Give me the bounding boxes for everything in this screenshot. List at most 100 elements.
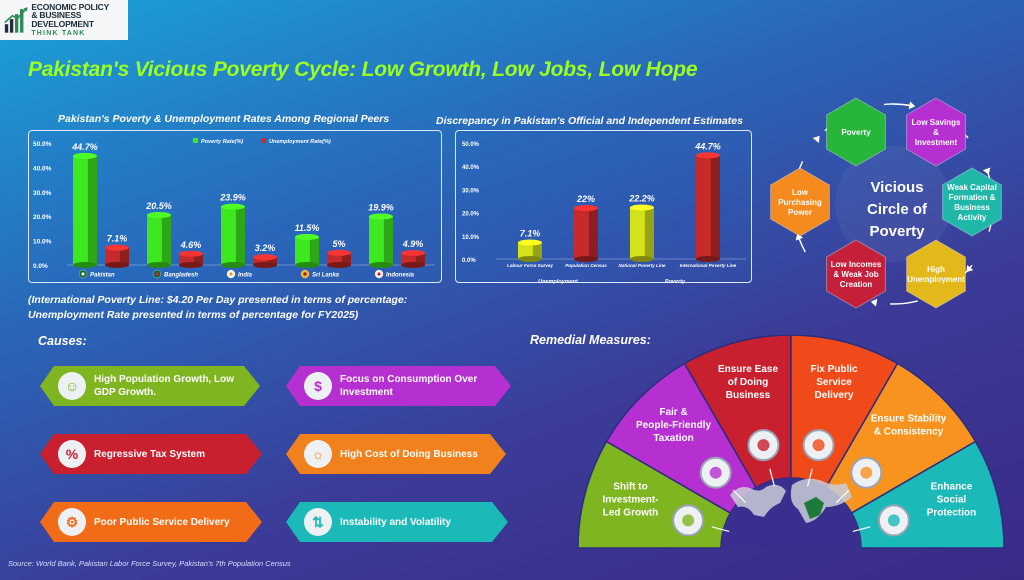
shield-icon-glyph <box>887 514 900 527</box>
chart2-bar-top <box>696 152 720 159</box>
remedy-label: Fair & <box>659 407 687 418</box>
chart2-bar-base <box>574 256 598 262</box>
tax-icon: % <box>58 440 86 468</box>
business-icon-glyph <box>757 439 770 452</box>
cycle-node-label: & <box>933 128 939 137</box>
flag-icon-center <box>155 272 159 276</box>
remedy-arrow <box>711 526 730 533</box>
cycle-node-label: & Weak Job <box>833 270 878 279</box>
chart2-bar-base <box>518 256 542 262</box>
poverty-unemployment-chart: 0.0% 10.0% 20.0% 30.0% 40.0% 50.0% Poverty Rat… <box>33 138 435 279</box>
chart1-bar-poverty-top <box>369 213 393 220</box>
remedy-label: Protection <box>927 507 976 518</box>
cycle-node-label: Activity <box>958 213 987 222</box>
remedy-label: Enhance <box>931 481 973 492</box>
chart1-label-poverty: 20.5% <box>145 201 172 211</box>
cycle-node-hexagon <box>826 97 886 167</box>
chart1-bar-poverty-base <box>147 262 171 268</box>
chart2-bar <box>518 239 542 262</box>
cause-label-line: Regressive Tax System <box>94 448 205 460</box>
cycle-node-hexagon <box>906 97 966 167</box>
chart2-group-label: Unemployment <box>538 279 579 284</box>
chart2-ytick: 10.0% <box>462 235 480 241</box>
note-line-2: Unemployment Rate presented in terms of … <box>28 309 359 321</box>
chart2-bar <box>630 204 654 262</box>
official-vs-independent-chart: 0.0% 10.0% 20.0% 30.0% 40.0% 50.0% 7.1% Labour … <box>462 141 746 285</box>
chart1-bar-poverty-shade <box>383 216 393 265</box>
chart1-bar-unemployment-base <box>179 262 203 268</box>
remedy-arrow <box>769 468 776 487</box>
stability-icon-glyph <box>860 466 873 479</box>
cause-banner: ⚙ Poor Public Service Delivery <box>40 502 262 542</box>
remedies-arc-diagram: Shift to Investment- Led Growth Fair & Peopl… <box>577 335 1005 549</box>
chart2-bar-shade <box>532 242 542 259</box>
chart2-title: Discrepancy in Pakistan's Official and I… <box>436 115 743 127</box>
chart1-ytick: 20.0% <box>33 214 52 221</box>
chart1-bar-poverty <box>73 152 97 268</box>
cause-label-line: High Population Growth, Low <box>94 374 234 385</box>
cause-banner: $ Focus on Consumption Over Investment <box>286 366 511 406</box>
cause-label: Instability and Volatility <box>340 516 451 529</box>
cause-label: Focus on Consumption Over Investment <box>340 373 477 399</box>
chart1-bar-poverty <box>221 203 245 268</box>
cycle-node-label: Business <box>954 203 990 212</box>
volatility-icon: ⇅ <box>304 508 332 536</box>
chart1-bar-unemployment-top <box>105 244 129 251</box>
chart1-bar-unemployment-shade <box>193 253 203 265</box>
cause-banner: ⇅ Instability and Volatility <box>286 502 508 542</box>
chart1-label-poverty: 23.9% <box>219 193 246 203</box>
cause-label: Regressive Tax System <box>94 448 205 461</box>
investment-icon-glyph <box>682 514 695 527</box>
remedy-label: Fix Public <box>810 364 858 375</box>
chart1-bar-unemployment <box>327 249 351 268</box>
cycle-node-hexagon <box>770 167 830 237</box>
cycle-center-text: Circle of <box>867 201 928 218</box>
service-icon: ⚙ <box>58 508 86 536</box>
chart1-bar-poverty-shade <box>309 236 319 265</box>
cause-label: High Cost of Doing Business <box>340 448 478 461</box>
cycle-node-label: Low Savings <box>912 118 961 127</box>
chart1-bar-unemployment-base <box>253 262 277 268</box>
chart2-bar-base <box>696 256 720 262</box>
page-title: Pakistan's Vicious Poverty Cycle: Low Gr… <box>28 58 698 81</box>
logo-line-3: THINK TANK <box>31 30 86 38</box>
cycle-node-label: Power <box>788 208 812 217</box>
remedy-label: Social <box>937 494 967 505</box>
chart2-bar-top <box>574 204 598 211</box>
cycle-arrowhead <box>812 135 820 144</box>
cycle-center-text: Vicious <box>870 179 923 196</box>
chart1-ytick: 40.0% <box>33 165 52 172</box>
chart2-category-label: International Poverty Line <box>680 263 737 268</box>
chart1-bar-poverty-base <box>295 262 319 268</box>
idea-icon: ☼ <box>304 440 332 468</box>
chart2-ytick: 50.0% <box>462 142 480 148</box>
chart1-label-unemployment: 4.9% <box>402 239 424 249</box>
chart1-bar-unemployment-top <box>253 254 277 261</box>
chart1-bar-unemployment-body <box>253 257 277 265</box>
cycle-arrowhead <box>966 264 974 273</box>
chart1-bar-unemployment-body <box>179 253 203 265</box>
remedy-arrow <box>806 468 813 487</box>
chart1-label-unemployment: 3.2% <box>255 243 276 253</box>
chart1-bar-unemployment <box>401 250 425 268</box>
cycle-node-label: Low <box>792 188 809 197</box>
chart1-label-unemployment: 7.1% <box>107 234 128 244</box>
cycle-node-label: Creation <box>840 280 873 289</box>
chart1-bar-unemployment-top <box>327 249 351 256</box>
cycle-node-label: Weak Capital <box>947 183 997 192</box>
chart1-legend-swatch-poverty <box>193 138 198 143</box>
chart1-title: Pakistan's Poverty & Unemployment Rates … <box>58 113 390 125</box>
chart2-bar <box>696 152 720 262</box>
chart2-bar-top <box>518 239 542 246</box>
chart1-label-poverty: 44.7% <box>71 142 98 152</box>
chart2-bar-shade <box>644 207 654 259</box>
chart1-legend-label-poverty: Poverty Rate(%) <box>201 139 243 145</box>
cause-label: Poor Public Service Delivery <box>94 516 230 529</box>
chart2-ytick: 20.0% <box>462 212 480 218</box>
chart2-bar-base <box>630 256 654 262</box>
cause-label-line: GDP Growth. <box>94 387 157 398</box>
chart1-bar-unemployment-base <box>327 262 351 268</box>
remedy-label: Shift to <box>613 481 647 492</box>
remedy-label: Business <box>726 390 771 401</box>
remedy-label: Ensure Stability <box>871 414 947 425</box>
